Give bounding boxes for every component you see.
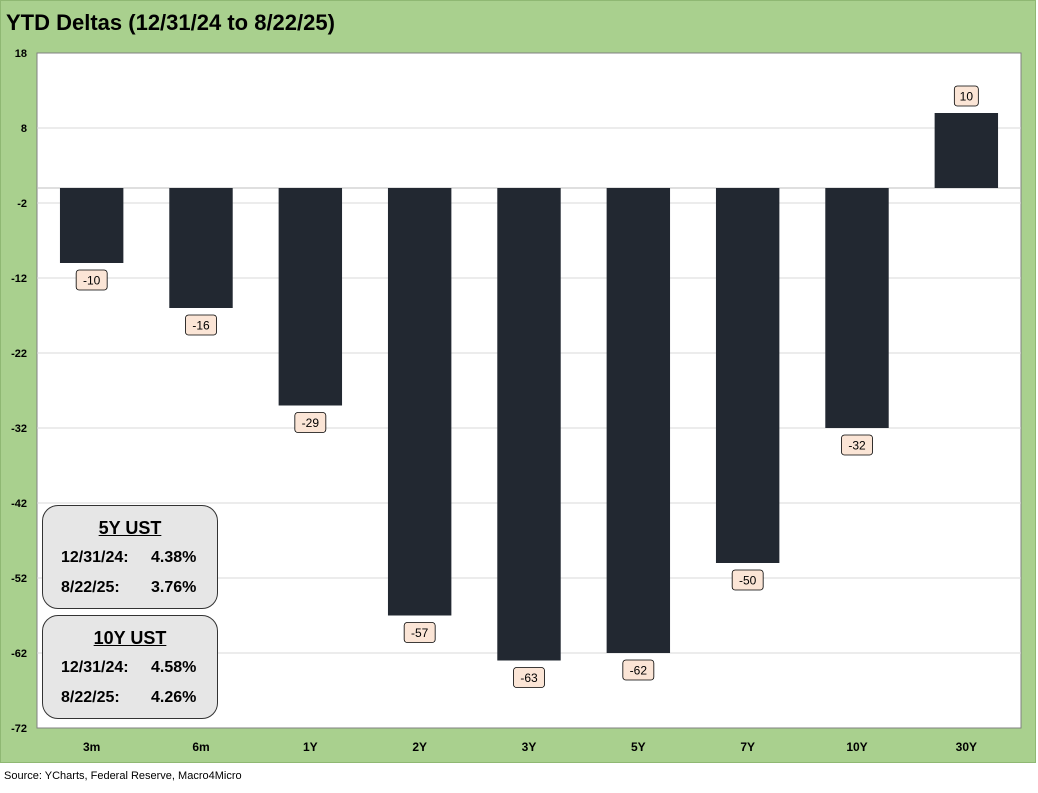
box-value: 4.26% [151,689,197,706]
y-tick-label: -72 [11,723,27,735]
data-label: 10 [960,90,974,104]
data-label: -50 [739,574,757,588]
data-label: -57 [411,626,429,640]
data-label-box [403,622,436,643]
data-label-box [953,85,979,107]
data-label-box [513,667,545,688]
data-label: -62 [630,664,648,678]
x-tick-label: 3Y [522,740,537,754]
x-tick-label: 7Y [740,740,755,754]
box-row: 12/31/24: 4.38% [43,549,217,567]
box-title: 5Y UST [98,518,162,538]
bar [59,188,124,263]
data-label: -63 [520,671,538,685]
x-tick-label: 1Y [303,740,318,754]
y-tick-label: -62 [11,648,27,660]
bar [934,113,999,188]
data-label: -10 [83,274,101,288]
bar [715,188,780,563]
y-tick-label: -32 [11,423,27,435]
data-label-box [622,659,655,681]
x-tick-label: 5Y [631,740,646,754]
box-value: 4.38% [151,549,197,566]
x-tick-label: 3m [83,740,100,754]
box-date: 12/31/24: [61,549,129,566]
box-date: 8/22/25: [61,579,120,596]
x-tick-label: 30Y [956,740,977,754]
box-row: 8/22/25: 3.76% [43,579,217,597]
chart-svg: -10 -16 -29 -57 -63 -62 -50 -32 10 18 8 -2 -12 -22 -3… [11,48,1022,754]
y-tick-label: -42 [11,498,27,510]
box-value: 3.76% [151,579,197,596]
data-label: -29 [302,416,320,430]
y-tick-label: 18 [15,48,27,60]
bar [387,188,452,616]
box-date: 12/31/24: [61,659,129,676]
box-row: 8/22/25: 4.26% [43,689,217,707]
data-label: -32 [848,439,866,453]
chart-title: YTD Deltas (12/31/24 to 8/22/25) [6,10,335,35]
y-tick-label: 8 [21,123,27,135]
x-tick-label: 2Y [412,740,427,754]
bar [497,188,561,661]
bar [825,188,889,428]
data-label-box [731,569,764,591]
y-tick-label: -22 [11,348,27,360]
data-label-box [75,269,108,291]
data-label: -16 [192,319,210,333]
box-row: 12/31/24: 4.58% [43,659,217,677]
box-title: 10Y UST [93,628,167,648]
y-tick-label: -12 [11,273,27,285]
bar [169,188,233,308]
x-tick-label: 6m [192,740,209,754]
data-label-box [185,314,217,336]
box-value: 4.58% [151,659,197,676]
y-tick-label: -52 [11,573,27,585]
ust-10y-box: 10Y UST 12/31/24: 4.58% 8/22/25: 4.26% [42,615,218,719]
x-tick-label: 10Y [846,740,867,754]
ust-5y-box: 5Y UST 12/31/24: 4.38% 8/22/25: 3.76% [42,505,218,609]
bar [278,188,343,406]
y-tick-label: -2 [17,198,27,210]
bar [606,188,671,653]
data-label-box [841,434,873,456]
source-note: Source: YCharts, Federal Reserve, Macro4… [4,770,242,782]
box-date: 8/22/25: [61,689,120,706]
data-label-box [294,412,327,433]
